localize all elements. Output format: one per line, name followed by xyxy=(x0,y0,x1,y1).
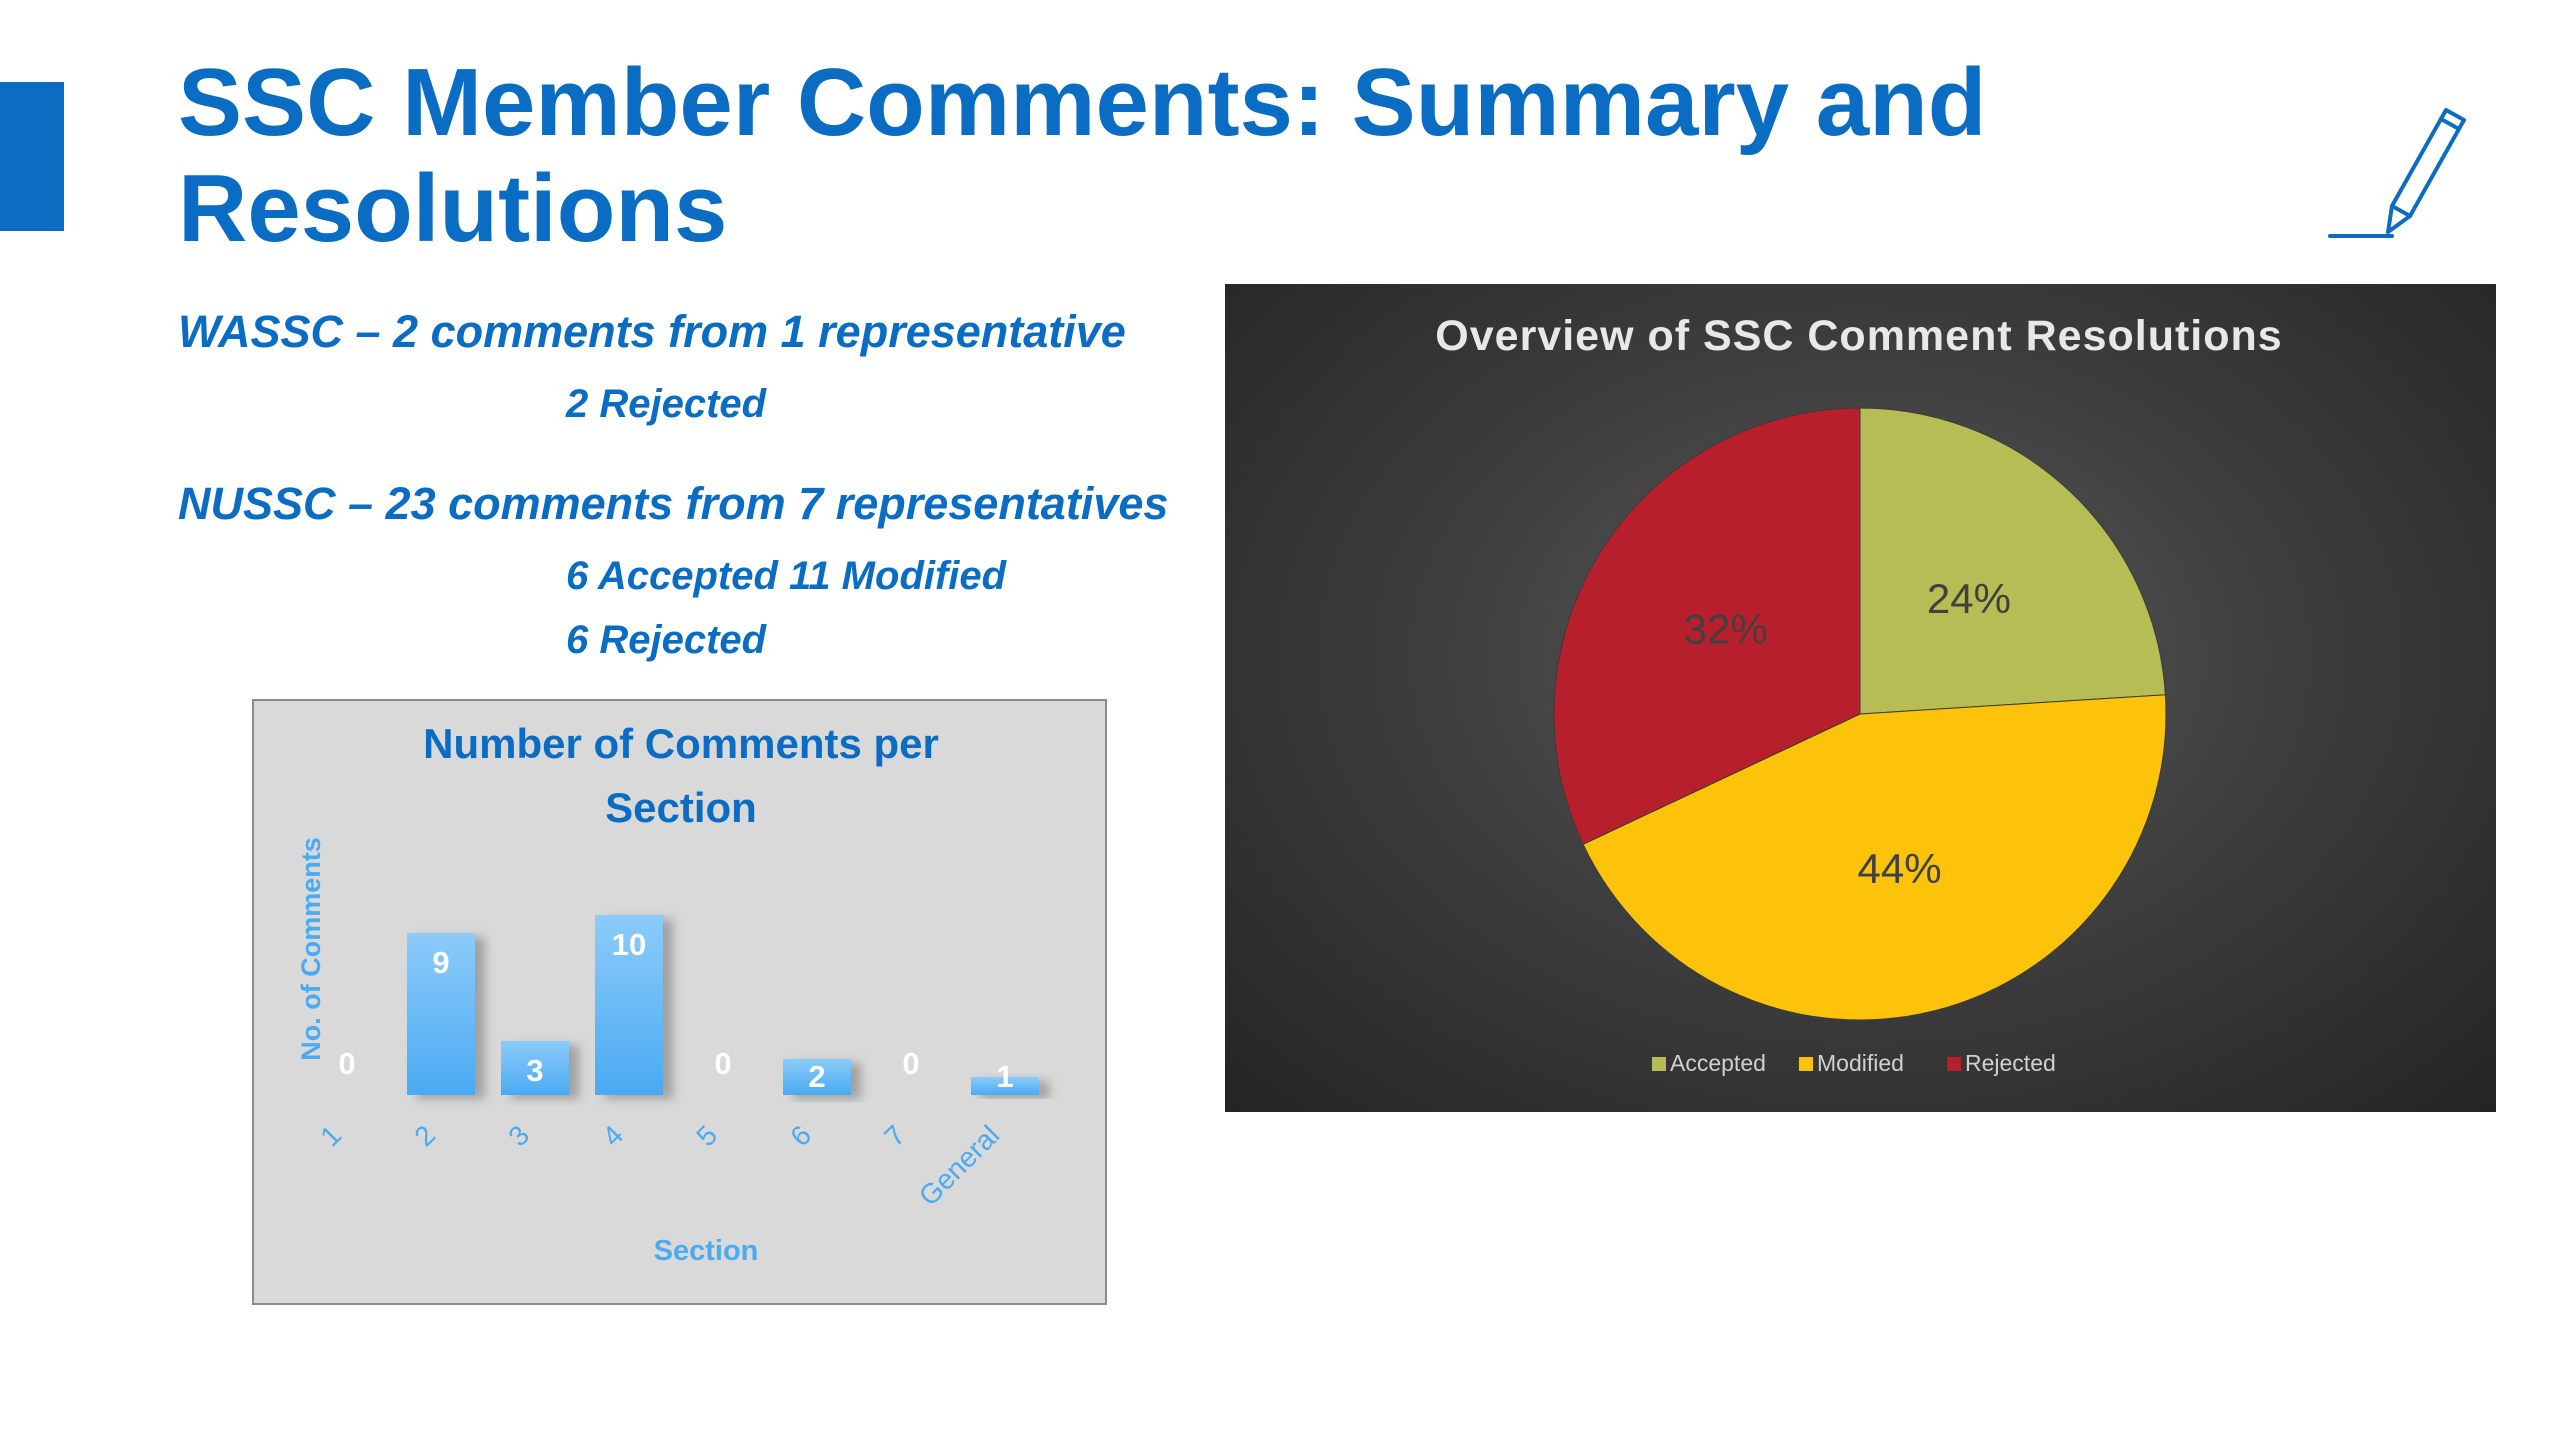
bar-value-label: 0 xyxy=(902,1046,919,1081)
bar-chart-title-line-1: Number of Comments per xyxy=(423,720,939,767)
bar-chart-x-axis-label: Section xyxy=(654,1235,759,1267)
bar-section-6 xyxy=(783,1059,851,1095)
bar-section-3 xyxy=(501,1041,569,1095)
page-title: SSC Member Comments: Summary and Resolut… xyxy=(178,49,1987,262)
pie-value-label: 32% xyxy=(1684,606,1768,653)
pie-value-label: 44% xyxy=(1858,845,1942,892)
legend-label: Modified xyxy=(1817,1050,1904,1076)
x-tick-label: 2 xyxy=(408,1119,441,1152)
nussc-summary: NUSSC – 23 comments from 7 representativ… xyxy=(178,478,1169,529)
x-tick-label: General xyxy=(913,1119,1005,1211)
legend-swatch xyxy=(1947,1057,1961,1071)
comment-resolutions-chart: Overview of SSC Comment Resolutions 24% 4… xyxy=(1225,284,2496,1112)
legend-label: Accepted xyxy=(1670,1050,1766,1076)
nussc-detail-2: 6 Rejected xyxy=(566,618,767,662)
wassc-detail: 2 Rejected xyxy=(566,382,767,426)
wassc-summary: WASSC – 2 comments from 1 representative xyxy=(178,306,1126,357)
nussc-detail-1: 6 Accepted 11 Modified xyxy=(566,554,1007,598)
bar-value-label: 9 xyxy=(432,945,449,980)
legend-label: Rejected xyxy=(1965,1050,2056,1076)
legend-swatch xyxy=(1652,1057,1666,1071)
comments-per-section-chart: Number of Comments per Section No. of Co… xyxy=(252,699,1107,1305)
pie-chart-title: Overview of SSC Comment Resolutions xyxy=(1435,312,2282,360)
bar-chart-svg: Number of Comments per Section No. of Co… xyxy=(296,720,1039,1267)
bar-value-label: 2 xyxy=(808,1059,825,1094)
pie-chart-svg: Overview of SSC Comment Resolutions 24% 4… xyxy=(1435,312,2282,1076)
pie-slice-accepted xyxy=(1859,407,2166,715)
legend-swatch xyxy=(1799,1057,1813,1071)
bar-value-label: 0 xyxy=(338,1046,355,1081)
bar-chart-title-line-2: Section xyxy=(605,784,757,831)
bar-chart-y-axis-label: No. of Comments xyxy=(296,837,326,1061)
x-tick-label: 4 xyxy=(596,1119,629,1152)
bar-value-label: 3 xyxy=(526,1053,543,1088)
bar-value-label: 0 xyxy=(714,1046,731,1081)
accent-bar xyxy=(0,82,64,231)
x-tick-label: 6 xyxy=(784,1119,817,1152)
pie-value-label: 24% xyxy=(1927,575,2011,622)
bar-section-4 xyxy=(595,915,663,1095)
bar-section-General xyxy=(971,1077,1039,1095)
pie-slice-rejected xyxy=(1553,407,1861,845)
x-tick-label: 3 xyxy=(502,1119,535,1152)
bar-value-label: 10 xyxy=(612,927,646,962)
x-tick-label: 5 xyxy=(690,1119,723,1152)
x-tick-label: 1 xyxy=(314,1119,347,1152)
bar-section-2 xyxy=(407,933,475,1095)
x-tick-label: 7 xyxy=(878,1119,911,1152)
pen-signature-icon xyxy=(2328,108,2466,238)
bar-value-label: 1 xyxy=(996,1059,1013,1094)
